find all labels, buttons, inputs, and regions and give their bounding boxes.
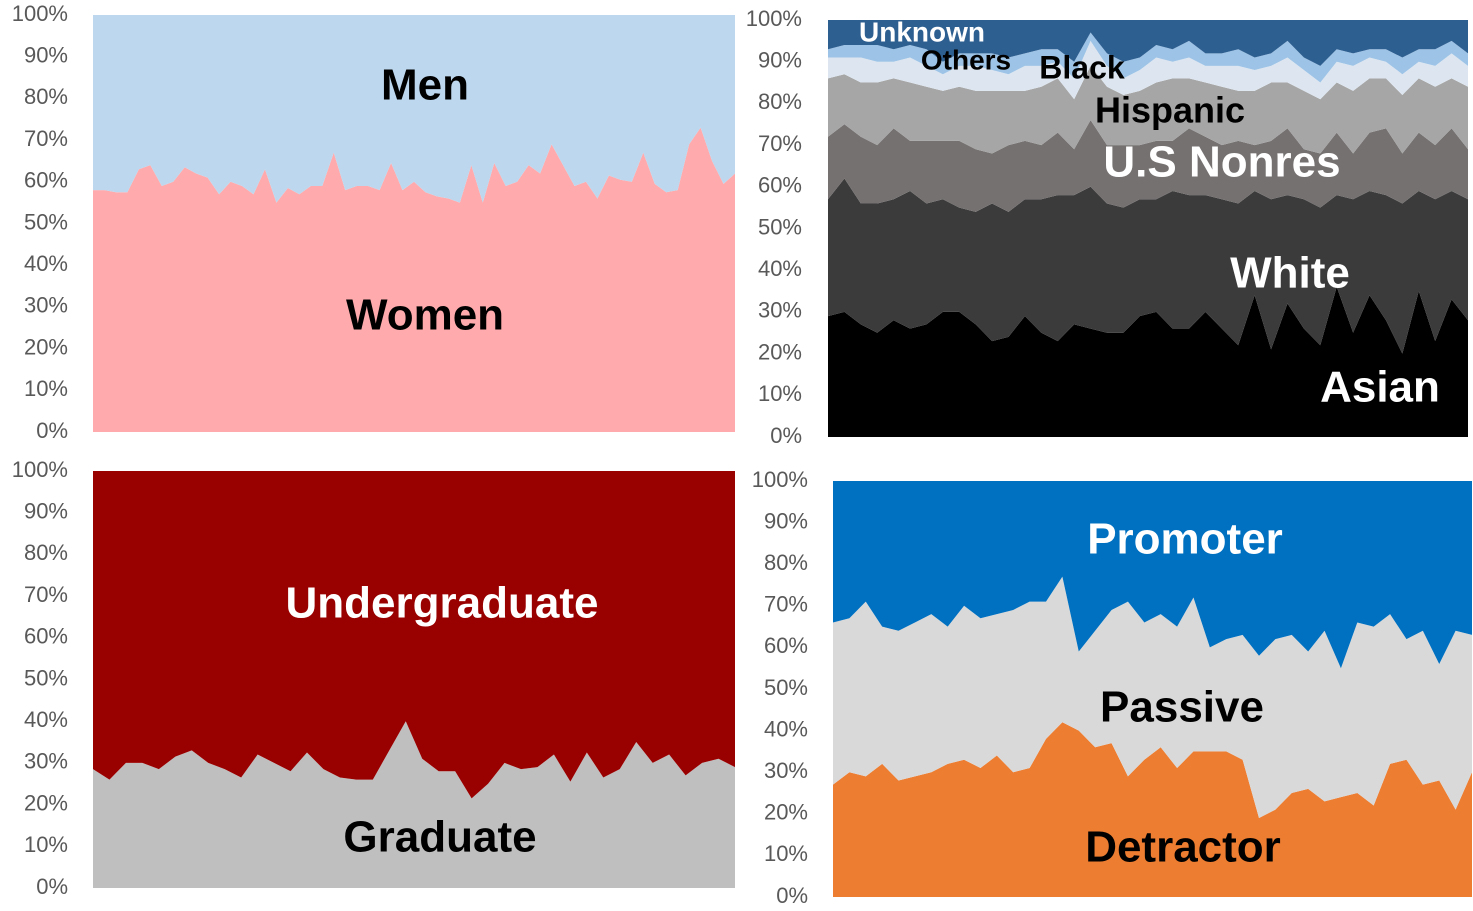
series-label: Hispanic [1095, 90, 1245, 131]
area [828, 20, 1468, 66]
y-tick-label: 20% [24, 790, 68, 815]
y-tick-label: 50% [764, 675, 808, 700]
y-tick-label: 10% [24, 376, 68, 401]
chart: 0% 10% 20% 30% 40% 50% 60% 70% 80% 90% 100% Graduat… [12, 457, 735, 899]
series-label: Asian [1320, 363, 1440, 412]
y-tick-label: 60% [764, 633, 808, 658]
y-tick-label: 60% [24, 624, 68, 649]
y-tick-label: 10% [24, 832, 68, 857]
y-tick-label: 80% [758, 89, 802, 114]
y-tick-label: 60% [758, 173, 802, 198]
y-tick-label: 30% [24, 293, 68, 318]
y-tick-label: 50% [24, 665, 68, 690]
chart: 0% 10% 20% 30% 40% 50% 60% 70% 80% 90% 100% Detract… [752, 467, 1472, 908]
y-tick-label: 0% [36, 418, 68, 443]
y-tick-label: 100% [746, 6, 802, 31]
area [828, 178, 1468, 354]
y-tick-label: 50% [758, 214, 802, 239]
area [828, 32, 1468, 83]
series-label: Passive [1100, 683, 1264, 732]
y-tick-label: 100% [12, 457, 68, 482]
y-tick-label: 20% [758, 339, 802, 364]
y-tick-label: 40% [758, 256, 802, 281]
y-tick-label: 90% [24, 499, 68, 524]
y-tick-label: 40% [24, 707, 68, 732]
y-tick-label: 30% [764, 758, 808, 783]
y-tick-label: 100% [12, 1, 68, 26]
area [833, 576, 1472, 818]
y-tick-label: 40% [24, 251, 68, 276]
y-tick-label: 80% [764, 550, 808, 575]
area [833, 722, 1472, 897]
y-tick-label: 0% [36, 874, 68, 899]
y-tick-label: 100% [752, 467, 808, 492]
y-tick-label: 20% [24, 334, 68, 359]
y-tick-label: 10% [758, 381, 802, 406]
y-tick-label: 90% [764, 508, 808, 533]
area [828, 120, 1468, 212]
series-label: Women [346, 291, 504, 340]
area [93, 721, 735, 888]
series-label: Others [921, 44, 1011, 75]
area [93, 15, 735, 203]
chart: 0% 10% 20% 30% 40% 50% 60% 70% 80% 90% 100% Women Me… [12, 1, 735, 443]
y-tick-label: 70% [758, 131, 802, 156]
area [833, 481, 1472, 669]
y-tick-label: 70% [764, 592, 808, 617]
y-tick-label: 20% [764, 800, 808, 825]
series-label: Detractor [1085, 823, 1281, 872]
y-tick-label: 70% [24, 582, 68, 607]
y-tick-label: 40% [764, 716, 808, 741]
chart: 0% 10% 20% 30% 40% 50% 60% 70% 80% 90% 100% Asian Wh… [746, 6, 1468, 448]
series-label: Black [1039, 49, 1125, 85]
y-tick-label: 0% [776, 883, 808, 908]
area [828, 286, 1468, 437]
series-label: Promoter [1087, 515, 1283, 564]
series-label: Unknown [859, 16, 985, 47]
area [93, 127, 735, 432]
y-tick-label: 80% [24, 540, 68, 565]
series-label: Men [381, 61, 469, 110]
y-tick-label: 90% [758, 48, 802, 73]
y-tick-label: 0% [770, 423, 802, 448]
y-tick-label: 60% [24, 168, 68, 193]
y-tick-label: 80% [24, 84, 68, 109]
y-tick-label: 10% [764, 841, 808, 866]
series-label: White [1230, 249, 1350, 298]
series-label: Graduate [343, 813, 536, 862]
y-tick-label: 30% [24, 749, 68, 774]
series-label: Undergraduate [286, 579, 599, 628]
area [828, 40, 1468, 100]
series-label: U.S Nonres [1103, 138, 1340, 187]
y-tick-label: 90% [24, 43, 68, 68]
y-tick-label: 50% [24, 209, 68, 234]
area [93, 471, 735, 799]
area [828, 65, 1468, 154]
y-tick-label: 70% [24, 126, 68, 151]
y-tick-label: 30% [758, 298, 802, 323]
